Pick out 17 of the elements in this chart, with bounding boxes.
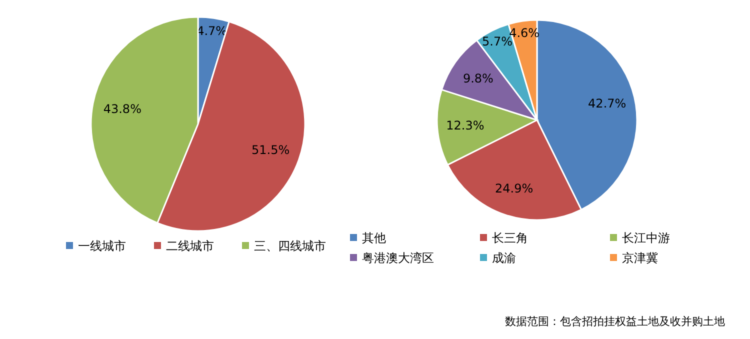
legend-label: 二线城市 <box>166 239 214 253</box>
data-label: 51.5% <box>252 142 290 157</box>
legend-label: 成渝 <box>492 251 516 265</box>
legend-label: 京津冀 <box>622 251 658 265</box>
legend-label: 一线城市 <box>78 239 126 253</box>
data-label: 9.8% <box>462 71 494 86</box>
legend-label: 粤港澳大湾区 <box>362 251 434 265</box>
legend-label: 其他 <box>362 231 386 245</box>
legend-label: 长三角 <box>492 231 528 245</box>
text: 数据范围：包含招拍挂权益土地及收并购土地 <box>505 315 725 328</box>
data-label: 42.7% <box>588 96 626 111</box>
data-label: 12.3% <box>446 118 484 133</box>
data-label: 5.7% <box>482 34 513 48</box>
data-label: 43.8% <box>103 102 142 116</box>
data-label: 24.9% <box>495 181 534 196</box>
legend-label: 三、四线城市 <box>254 239 326 253</box>
legend-label: 长江中游 <box>622 231 670 245</box>
